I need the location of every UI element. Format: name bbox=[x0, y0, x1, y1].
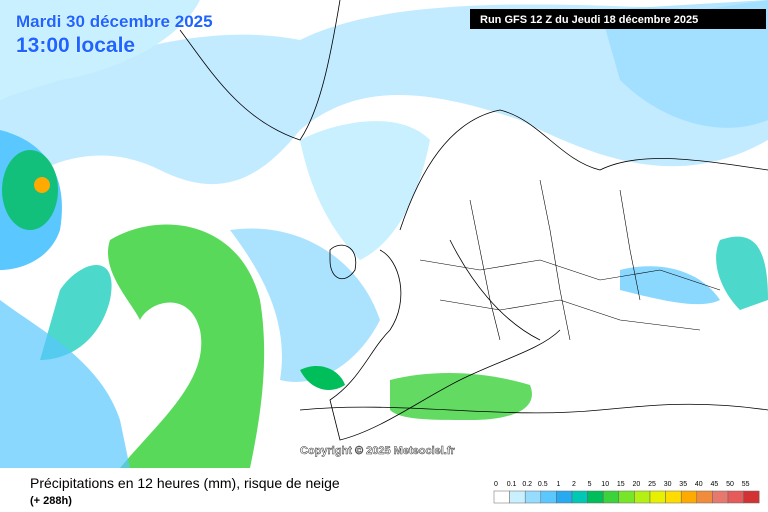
legend-label: 0.1 bbox=[507, 481, 517, 488]
legend-label: 35 bbox=[679, 481, 687, 488]
date: Mardi 30 décembre 2025 bbox=[16, 12, 213, 31]
legend-swatch bbox=[680, 490, 698, 504]
legend-label: 1 bbox=[556, 481, 560, 488]
legend-swatch bbox=[618, 490, 635, 504]
legend-swatch bbox=[665, 490, 682, 504]
legend: 0 0.1 0.2 0.5 1 2 5 10 15 20 25 30 35 40 45 50 55 bbox=[493, 481, 760, 504]
legend-label: 10 bbox=[601, 481, 609, 488]
legend-swatch bbox=[712, 490, 729, 504]
legend-swatch bbox=[540, 490, 557, 504]
copyright: Copyright © 2025 Meteociel.fr bbox=[300, 445, 456, 457]
legend-swatch bbox=[556, 490, 573, 504]
legend-label: 15 bbox=[617, 481, 625, 488]
legend-swatch bbox=[743, 490, 760, 504]
footer-title: Précipitations en 12 heures (mm), risque… bbox=[30, 475, 340, 491]
legend-label: 45 bbox=[711, 481, 719, 488]
borders bbox=[419, 179, 721, 341]
run-box bbox=[470, 9, 766, 29]
legend-label: 30 bbox=[664, 481, 672, 488]
legend-swatch bbox=[509, 490, 526, 504]
legend-swatch bbox=[696, 490, 713, 504]
coastlines bbox=[179, 0, 768, 441]
legend-label: 5 bbox=[588, 481, 592, 488]
legend-label: 0.2 bbox=[522, 481, 532, 488]
legend-swatch bbox=[602, 490, 620, 504]
legend-label: 50 bbox=[726, 481, 734, 488]
legend-label: 40 bbox=[695, 481, 703, 488]
run-info: Run GFS 12 Z du Jeudi 18 décembre 2025 bbox=[480, 14, 698, 26]
footer bbox=[0, 468, 768, 512]
legend-label: 25 bbox=[648, 481, 656, 488]
legend-swatch bbox=[649, 490, 666, 504]
legend-swatch bbox=[524, 490, 542, 504]
legend-label: 55 bbox=[742, 481, 750, 488]
legend-swatch bbox=[727, 490, 744, 504]
local-time: 13:00 locale bbox=[16, 34, 135, 57]
legend-label: 0.5 bbox=[538, 481, 548, 488]
legend-label: 2 bbox=[572, 481, 576, 488]
legend-swatch bbox=[587, 490, 604, 504]
legend-swatch bbox=[571, 490, 588, 504]
legend-label: 0 bbox=[494, 481, 498, 488]
legend-swatch bbox=[493, 490, 510, 504]
precip-field bbox=[0, 0, 768, 468]
legend-swatch bbox=[634, 490, 651, 504]
legend-label: 20 bbox=[633, 481, 641, 488]
lead-time: (+ 288h) bbox=[30, 495, 72, 507]
